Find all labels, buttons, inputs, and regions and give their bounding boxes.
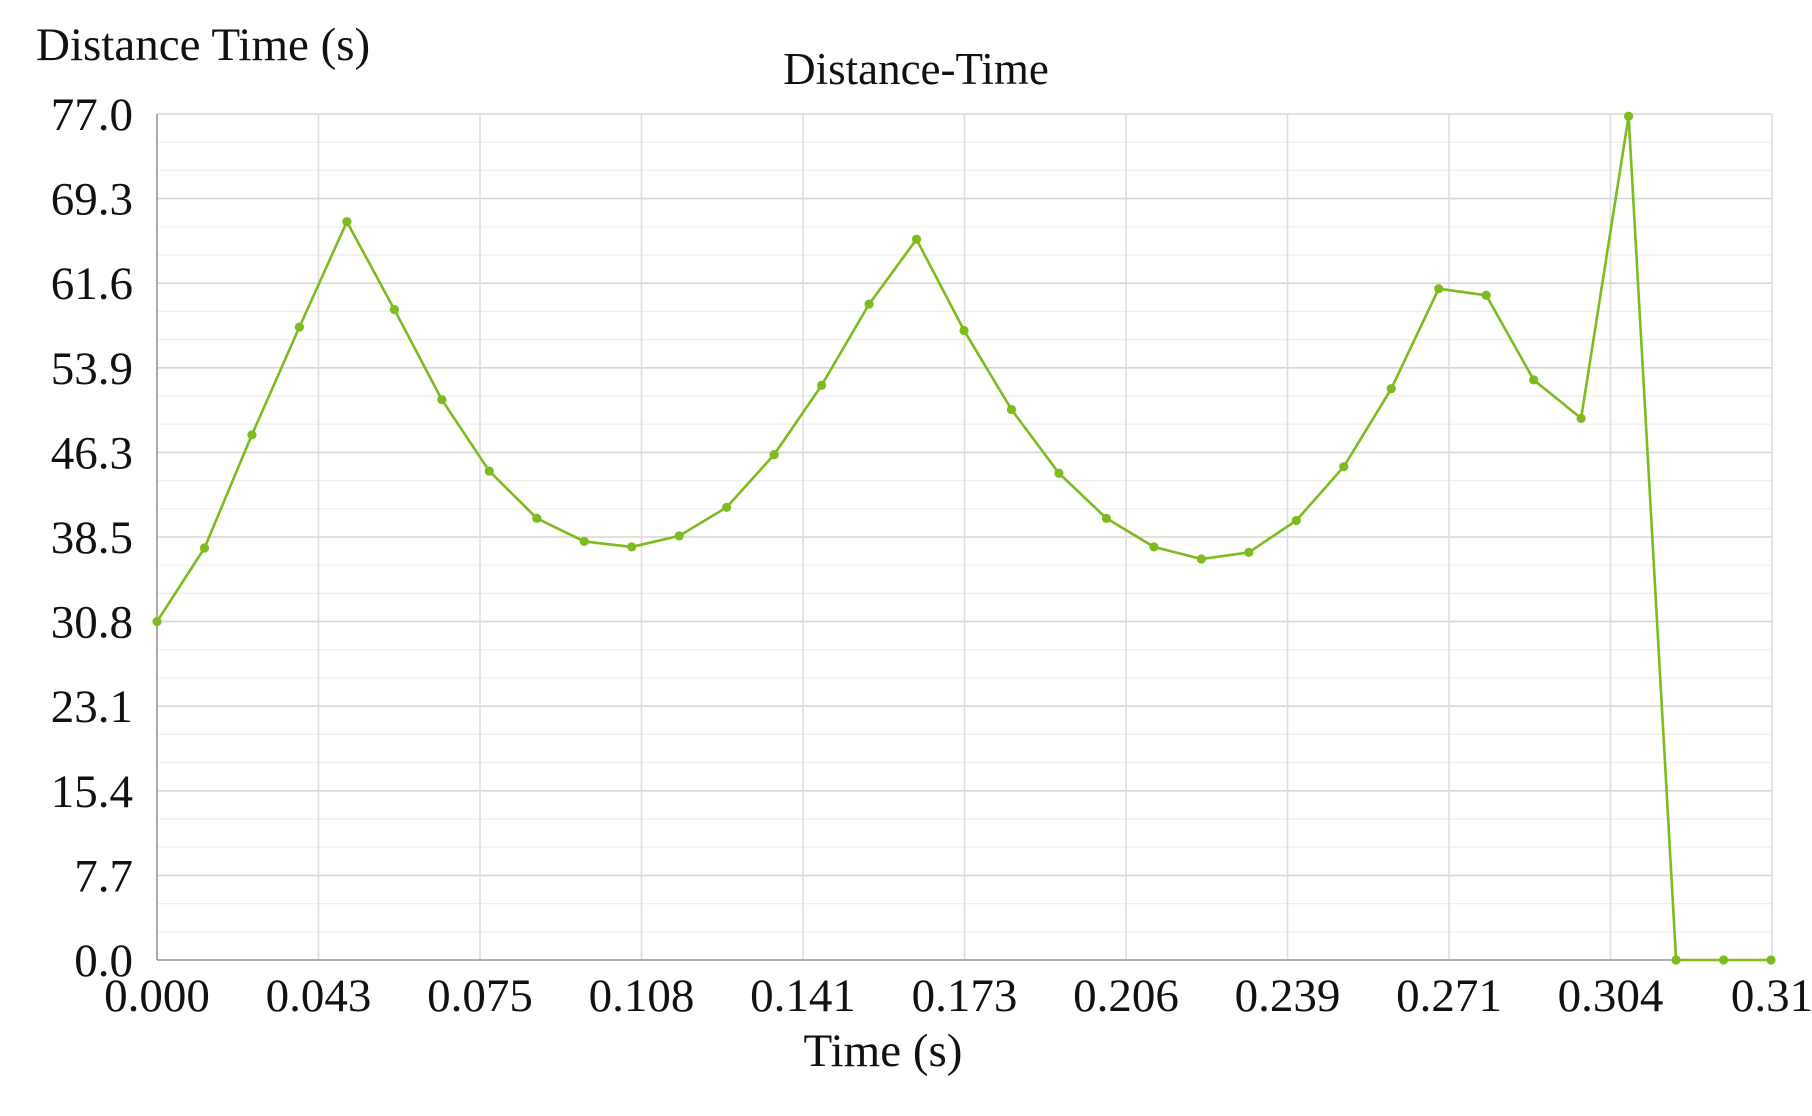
data-point (1434, 284, 1444, 294)
x-tick-label: 0.206 (1073, 970, 1179, 1022)
y-axis-title: Distance Time (s) (36, 19, 370, 71)
x-tick-label: 0.075 (427, 970, 533, 1022)
data-point (152, 617, 162, 627)
data-point (959, 325, 969, 336)
data-point (1529, 375, 1539, 385)
x-axis-title: Time (s) (804, 1025, 963, 1077)
y-tick-label: 38.5 (51, 512, 133, 564)
data-point (1149, 542, 1159, 552)
y-tick-label: 61.6 (51, 258, 133, 310)
x-tick-label: 0.043 (266, 970, 372, 1022)
data-point (864, 299, 874, 309)
data-point (674, 531, 684, 541)
y-tick-label: 7.7 (74, 850, 133, 902)
data-point (199, 543, 210, 553)
data-point (1576, 413, 1586, 423)
data-point (1291, 515, 1301, 526)
label-layer: Distance Time (s) Distance-Time Time (s) (36, 19, 1049, 1077)
data-point (1244, 547, 1254, 557)
chart-title: Distance-Time (783, 44, 1049, 94)
data-point (911, 234, 922, 244)
x-tick-label: 0.31 (1731, 970, 1812, 1022)
y-tick-label: 46.3 (51, 427, 133, 479)
data-point (484, 466, 494, 476)
x-tick-label: 0.271 (1396, 970, 1502, 1022)
data-point (1054, 468, 1064, 478)
x-tick-label: 0.239 (1235, 970, 1341, 1022)
grid-layer (156, 113, 1773, 961)
data-point (579, 536, 589, 546)
y-tick-label: 53.9 (51, 343, 133, 395)
y-tick-label: 15.4 (51, 766, 133, 818)
y-tick-label: 69.3 (51, 174, 133, 226)
series-layer (152, 111, 1776, 965)
data-point (1196, 554, 1206, 564)
data-point (1006, 404, 1017, 415)
x-tick-label: 0.141 (750, 970, 856, 1022)
data-point (389, 304, 399, 315)
axis-layer: 77.0 69.3 61.6 53.9 46.3 38.5 30.8 23.1 15.4 7.7 0… (51, 89, 1812, 1022)
x-tick-label: 0.304 (1558, 970, 1664, 1022)
x-tick-label: 0.108 (589, 970, 695, 1022)
data-point (342, 217, 352, 227)
data-point (532, 513, 542, 523)
data-point (769, 449, 779, 460)
data-point (722, 502, 732, 512)
data-point (1481, 290, 1491, 300)
data-point (437, 395, 447, 405)
data-point (627, 542, 637, 552)
y-tick-label: 77.0 (51, 89, 133, 141)
data-point (1386, 384, 1396, 394)
data-point (247, 430, 257, 440)
data-point (1101, 513, 1112, 523)
data-point (1766, 955, 1776, 965)
data-point (1671, 955, 1681, 965)
data-point (1718, 955, 1729, 965)
data-point (1339, 462, 1349, 472)
data-point (1624, 111, 1634, 121)
data-point (294, 322, 305, 332)
x-tick-label: 0.000 (104, 970, 210, 1022)
x-tick-label: 0.173 (912, 970, 1018, 1022)
y-tick-label: 0.0 (74, 935, 133, 987)
y-tick-label: 30.8 (51, 597, 133, 649)
data-point (816, 380, 827, 390)
y-tick-label: 23.1 (51, 681, 133, 733)
